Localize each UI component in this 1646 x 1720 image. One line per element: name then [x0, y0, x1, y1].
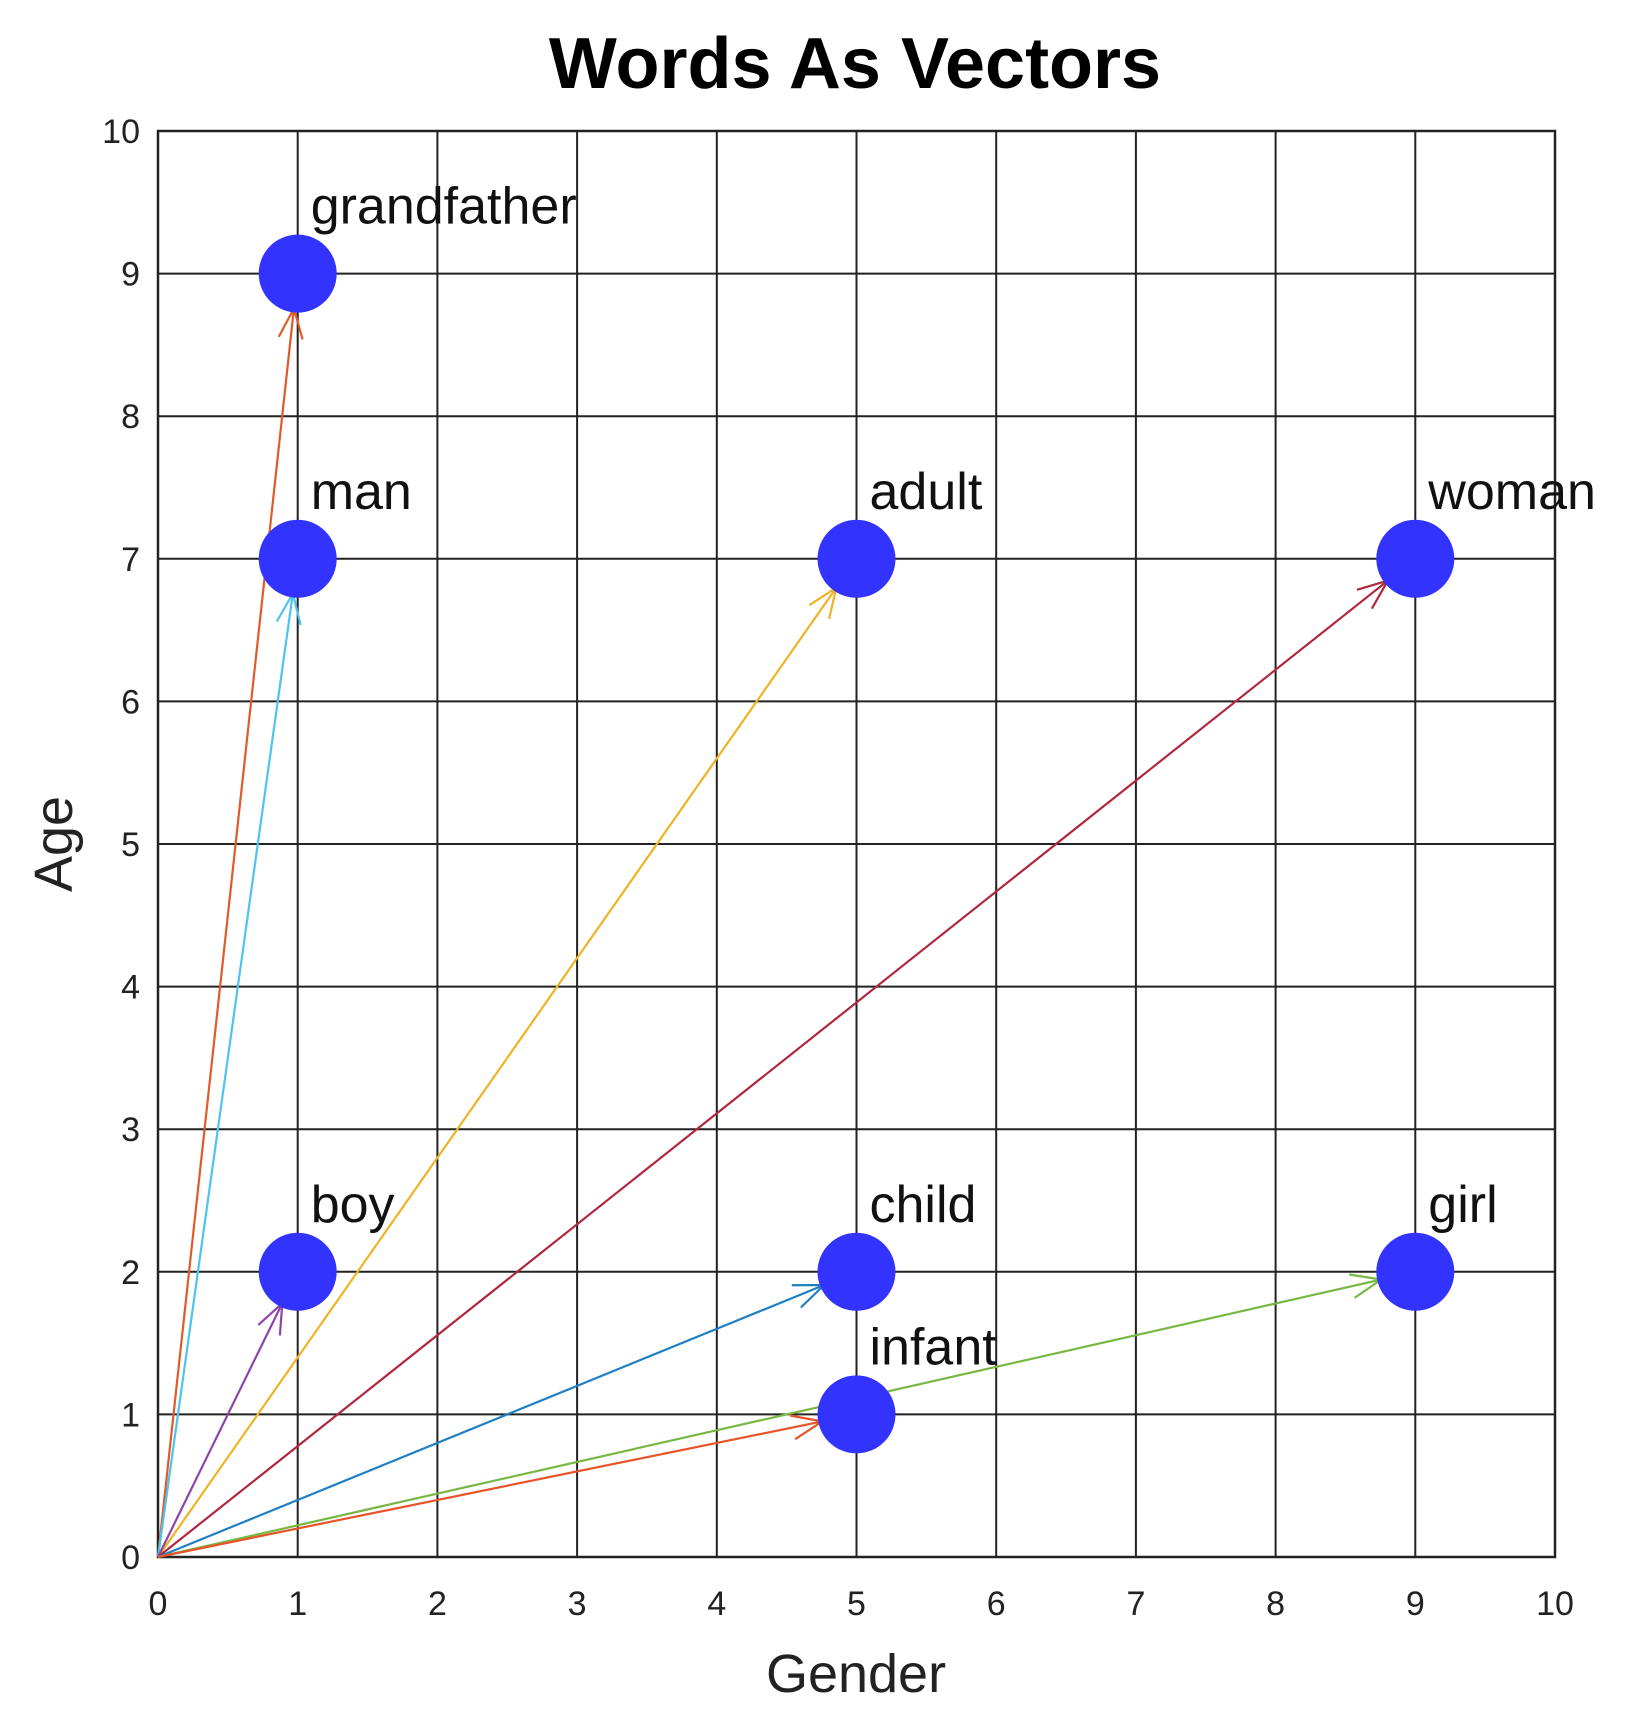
point-girl: [1376, 1232, 1455, 1311]
plot-frame: [156, 129, 1557, 1559]
y-tick-label: 6: [121, 683, 140, 721]
x-tick-label: 2: [428, 1585, 447, 1623]
arrow-shaft: [157, 579, 1389, 1558]
point-infant: [817, 1375, 896, 1454]
x-tick-label: 4: [707, 1585, 726, 1623]
arrow-girl: [157, 1273, 1385, 1559]
point-woman: [1376, 519, 1455, 598]
y-tick-label: 10: [102, 113, 140, 151]
y-tick-label: 2: [121, 1254, 140, 1292]
label-adult: adult: [870, 463, 983, 521]
arrow-shaft: [157, 1302, 284, 1558]
arrow-shaft: [157, 1420, 823, 1559]
point-adult: [817, 519, 896, 598]
y-axis-label: Age: [24, 796, 84, 892]
point-boy: [258, 1232, 337, 1311]
word-labels: grandfather man adult woman boy child girl infa…: [311, 178, 1596, 1377]
x-axis-label: Gender: [766, 1644, 946, 1704]
arrow-shaft: [156, 308, 296, 1558]
x-tick-label: 10: [1536, 1585, 1574, 1623]
arrow-shaft: [157, 586, 838, 1558]
y-tick-label: 8: [121, 398, 140, 436]
label-grandfather: grandfather: [311, 178, 577, 236]
point-child: [817, 1232, 896, 1311]
label-boy: boy: [311, 1176, 395, 1234]
arrow-shaft: [156, 593, 294, 1558]
x-tick-label: 7: [1126, 1585, 1145, 1623]
arrow-woman: [157, 578, 1391, 1558]
x-tick-label: 5: [847, 1585, 866, 1623]
y-tick-label: 1: [121, 1396, 140, 1434]
x-tick-label: 3: [568, 1585, 587, 1623]
x-tick-label: 6: [987, 1585, 1006, 1623]
x-tick-label: 9: [1406, 1585, 1425, 1623]
y-tick-label: 0: [121, 1539, 140, 1577]
label-man: man: [311, 463, 412, 521]
arrow-grandfather: [156, 305, 304, 1558]
word-points: [258, 234, 1455, 1454]
x-tick-label: 8: [1266, 1585, 1285, 1623]
x-tick-label: 1: [288, 1585, 307, 1623]
x-tick-label: 0: [149, 1585, 168, 1623]
point-grandfather: [258, 234, 337, 313]
y-tick-label: 7: [121, 541, 140, 579]
tick-labels: 0 1 2 3 4 5 6 7 8 9 10 0 1 2 3 4 5 6 7 8 9 10: [102, 113, 1574, 1623]
arrow-adult: [157, 585, 839, 1558]
chart-title: Words As Vectors: [549, 24, 1161, 104]
point-man: [258, 519, 337, 598]
y-tick-label: 5: [121, 826, 140, 864]
arrow-child: [157, 1283, 827, 1559]
label-girl: girl: [1428, 1176, 1497, 1234]
arrow-infant: [157, 1414, 826, 1559]
vector-arrows: [156, 305, 1391, 1559]
y-tick-label: 4: [121, 969, 140, 1007]
label-woman: woman: [1427, 463, 1596, 521]
grid: [157, 130, 1556, 1558]
label-infant: infant: [870, 1318, 998, 1376]
arrow-shaft: [157, 1278, 1382, 1559]
arrow-shaft: [157, 1284, 825, 1559]
y-tick-label: 3: [121, 1111, 140, 1149]
y-tick-label: 9: [121, 256, 140, 294]
arrow-head: [257, 1300, 284, 1336]
label-child: child: [870, 1176, 977, 1234]
